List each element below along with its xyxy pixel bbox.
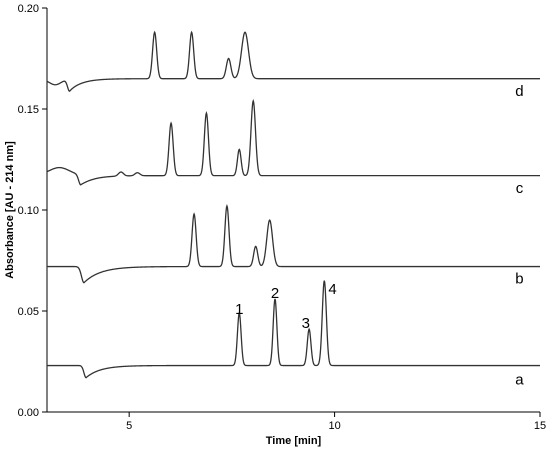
trace-a: [47, 280, 540, 379]
peak-label: 2: [271, 285, 279, 302]
series-label-c: c: [516, 180, 524, 197]
x-tick-label: 15: [534, 420, 546, 432]
peak-label: 1: [235, 301, 243, 318]
y-tick-label: 0.20: [18, 3, 39, 15]
x-axis-title: Time [min]: [266, 435, 322, 447]
trace-c: [46, 98, 540, 186]
series-labels: a b c d: [515, 83, 524, 389]
x-axis: 5 10 15: [47, 411, 546, 432]
series-label-a: a: [515, 372, 524, 389]
trace-b: [47, 203, 540, 284]
x-tick-label: 10: [328, 420, 340, 432]
series-label-b: b: [515, 271, 523, 288]
peak-labels: 1 2 3 4: [235, 281, 337, 332]
x-tick-label: 5: [126, 420, 132, 432]
y-tick-label: 0.05: [18, 306, 39, 318]
series-label-d: d: [515, 83, 523, 100]
trace-d: [46, 30, 540, 93]
y-ticks: 0.00 0.05 0.10 0.15 0.20: [18, 3, 47, 419]
y-axis-title: Absorbance [AU - 214 nm]: [4, 141, 16, 279]
y-axis: 0.00 0.05 0.10 0.15 0.20: [18, 3, 48, 419]
traces: [46, 30, 540, 379]
peak-label: 3: [302, 315, 310, 332]
y-tick-label: 0.10: [18, 205, 39, 217]
peak-label: 4: [328, 281, 336, 298]
y-tick-label: 0.00: [18, 407, 39, 419]
x-ticks: 5 10 15: [126, 412, 546, 432]
y-tick-label: 0.15: [18, 104, 39, 116]
